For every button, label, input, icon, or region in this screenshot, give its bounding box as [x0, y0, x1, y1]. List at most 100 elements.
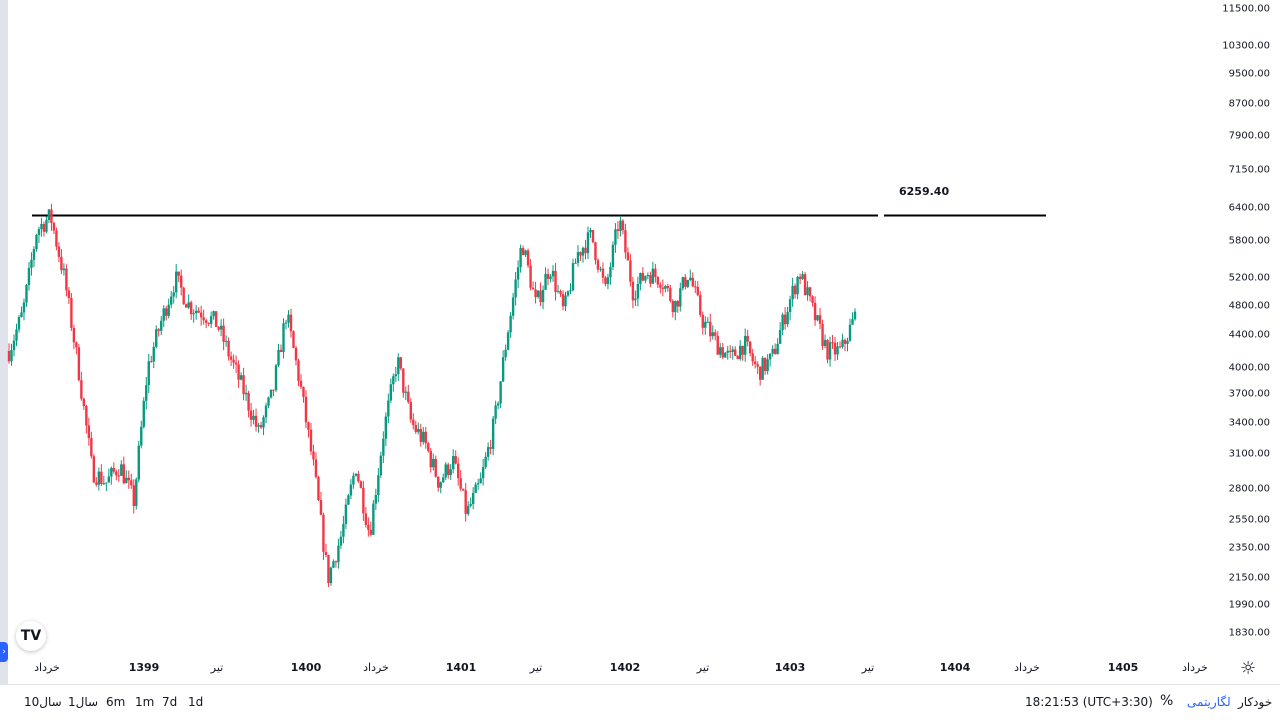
candle-body: [439, 482, 442, 488]
collapse-panel-button[interactable]: ›: [0, 642, 8, 662]
candle: [289, 308, 293, 338]
candle: [534, 281, 537, 304]
candle-body: [329, 567, 333, 584]
candle-body: [194, 310, 198, 314]
candle-body: [646, 275, 650, 277]
candle: [394, 367, 398, 382]
clock-readout[interactable]: 18:21:53 (UTC+3:30): [1025, 695, 1153, 709]
candle-body: [594, 242, 597, 261]
candle-body: [442, 477, 445, 483]
candle-body: [90, 438, 93, 457]
candle: [739, 340, 742, 361]
candle-body: [314, 459, 318, 477]
candle-body: [414, 425, 417, 432]
candle: [327, 554, 330, 588]
candle-body: [219, 325, 223, 330]
candle-body: [60, 256, 63, 271]
range-button-1y[interactable]: 1سال: [68, 695, 99, 709]
candle: [367, 517, 370, 537]
candle: [412, 413, 415, 430]
candle: [544, 267, 547, 291]
candle: [736, 355, 739, 360]
candle-body: [661, 287, 665, 289]
candle: [504, 344, 507, 361]
candle: [377, 468, 380, 503]
candle-body: [392, 376, 395, 385]
auto-scale-toggle[interactable]: خودکار: [1238, 695, 1273, 709]
candle: [442, 473, 445, 483]
candle: [122, 456, 125, 485]
candle: [389, 378, 393, 403]
candle: [536, 289, 540, 299]
candle-body: [307, 422, 310, 430]
candle-body: [32, 249, 36, 260]
candle: [75, 341, 78, 355]
candle-body: [352, 475, 355, 485]
percent-toggle[interactable]: %: [1160, 693, 1174, 709]
candle: [194, 305, 198, 320]
candle: [479, 472, 482, 484]
candle: [135, 477, 138, 510]
range-button-6m[interactable]: 6m: [106, 695, 126, 709]
candle: [384, 412, 388, 447]
candle: [117, 468, 121, 482]
candle: [833, 336, 837, 361]
candle-body: [544, 273, 547, 290]
candle: [621, 219, 625, 235]
candle: [636, 276, 640, 307]
candle-body: [102, 483, 106, 485]
candle: [317, 475, 320, 502]
tradingview-logo-icon[interactable]: TV: [16, 621, 46, 651]
candle: [147, 353, 150, 394]
candle-body: [751, 353, 754, 362]
range-button-7d[interactable]: 7d: [162, 695, 178, 709]
candle-body: [160, 320, 163, 331]
candle: [574, 258, 577, 264]
candle-body: [489, 447, 492, 449]
candle: [337, 538, 340, 569]
candle-body: [506, 332, 510, 350]
candle-body: [853, 311, 857, 320]
range-button-10y[interactable]: 10سال: [24, 695, 62, 709]
candle-body: [761, 357, 764, 380]
candle-body: [322, 514, 325, 552]
candle: [160, 316, 163, 336]
candle: [606, 273, 610, 290]
candle: [783, 307, 787, 330]
candle-body: [267, 397, 270, 406]
candle: [846, 337, 849, 352]
candle-body: [37, 229, 41, 236]
candle-body: [95, 482, 98, 485]
candle-body: [259, 425, 263, 428]
candle: [419, 423, 422, 447]
candle-body: [686, 279, 689, 287]
candle-body: [691, 277, 694, 287]
candle: [831, 335, 834, 349]
candle-body: [155, 329, 158, 347]
candle-body: [551, 270, 555, 277]
candle-body: [374, 495, 378, 504]
candle-body: [47, 209, 51, 221]
price-tick-label: 8700.00: [1228, 98, 1270, 110]
candle: [704, 316, 707, 335]
candle-body: [62, 268, 66, 271]
gear-icon[interactable]: ☼: [1240, 658, 1257, 679]
candle-body: [721, 347, 724, 358]
candle: [364, 506, 368, 528]
price-tick-label: 2800.00: [1228, 483, 1270, 495]
candle: [284, 319, 288, 330]
log-scale-toggle[interactable]: لگاریتمی: [1187, 695, 1231, 709]
candle: [329, 566, 333, 586]
candle: [661, 279, 665, 297]
candle: [459, 470, 462, 492]
candle-body: [292, 331, 295, 348]
candle-body: [204, 320, 208, 323]
candle: [344, 498, 348, 530]
candle: [299, 374, 303, 389]
price-chart[interactable]: خرداد 1399 تیر 1400 خرداد 1401 تیر 1402 تیر 1403 ت…: [0, 0, 1280, 684]
range-button-1d[interactable]: 1d: [188, 695, 204, 709]
candle: [596, 258, 600, 273]
candle-body: [162, 308, 165, 321]
candle: [808, 286, 812, 302]
range-button-1m[interactable]: 1m: [135, 695, 155, 709]
